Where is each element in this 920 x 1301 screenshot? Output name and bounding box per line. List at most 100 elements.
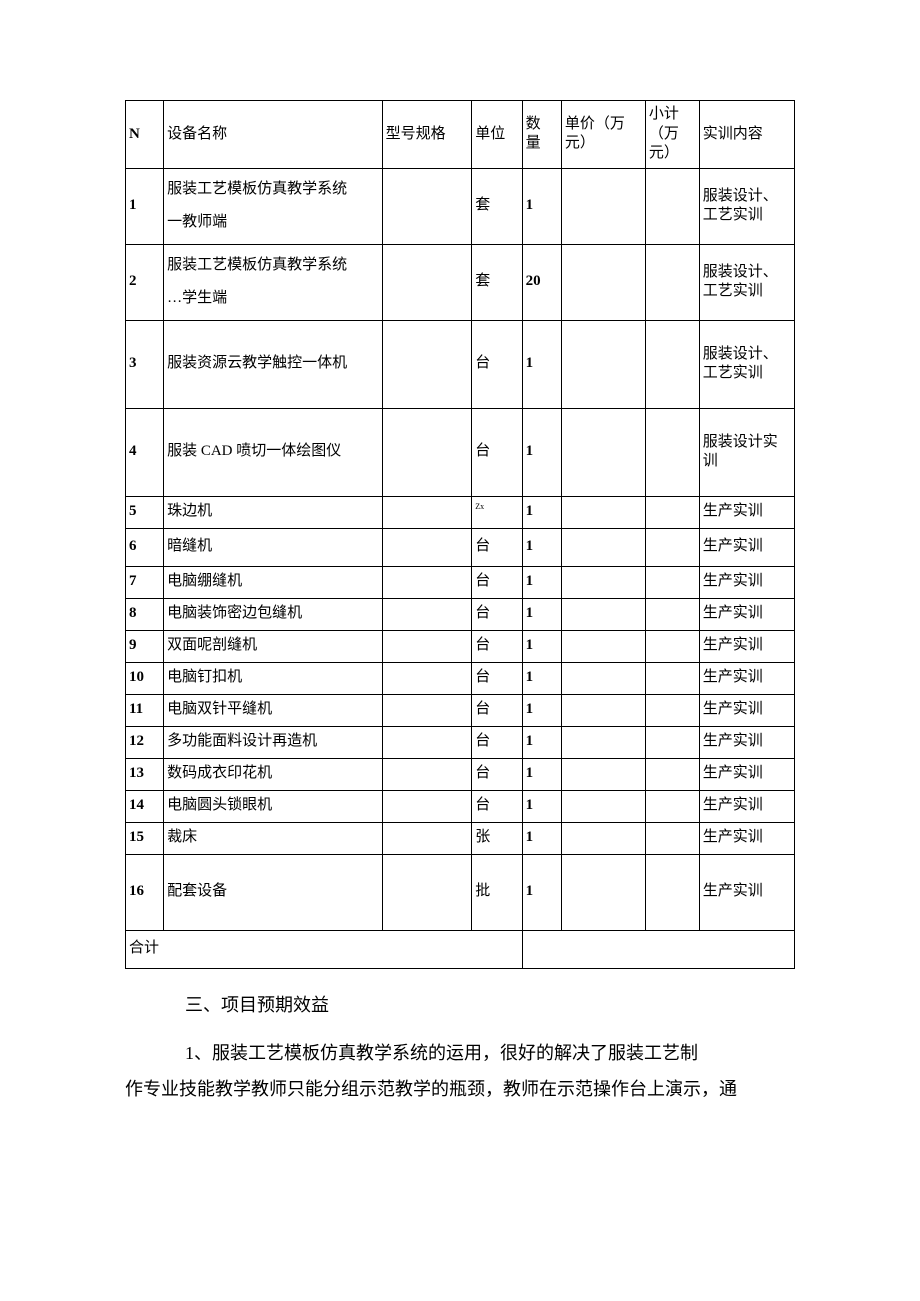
cell-content: 生产实训 [699, 662, 794, 694]
cell-name: 配套设备 [164, 854, 383, 930]
table-row: 8电脑装饰密边包缝机台1生产实训 [126, 598, 795, 630]
cell-n: 9 [126, 630, 164, 662]
cell-unit: 台 [472, 598, 522, 630]
cell-n: 1 [126, 168, 164, 244]
cell-model [382, 168, 472, 244]
cell-content: 生产实训 [699, 496, 794, 528]
cell-model [382, 662, 472, 694]
cell-unit: 台 [472, 694, 522, 726]
table-row: 1服装工艺模板仿真教学系统一教师端套1服装设计、工艺实训 [126, 168, 795, 244]
cell-name: 珠边机 [164, 496, 383, 528]
summary-value [522, 930, 794, 968]
cell-name: 多功能面料设计再造机 [164, 726, 383, 758]
cell-model [382, 822, 472, 854]
cell-name: 数码成衣印花机 [164, 758, 383, 790]
equipment-table: N 设备名称 型号规格 单位 数 量 单价（万元） 小计（万元） 实训内容 1服… [125, 100, 795, 969]
table-row: 2服装工艺模板仿真教学系统…学生端 套20 服装设计、工艺实训 [126, 244, 795, 320]
cell-price [561, 598, 645, 630]
cell-price [561, 662, 645, 694]
cell-unit: 台 [472, 790, 522, 822]
header-qty: 数 量 [522, 101, 561, 169]
cell-n: 2 [126, 244, 164, 320]
cell-subtotal [645, 408, 699, 496]
table-row: 6暗缝机台1生产实训 [126, 528, 795, 566]
cell-name: 暗缝机 [164, 528, 383, 566]
cell-model [382, 726, 472, 758]
table-row: 11电脑双针平缝机台1生产实训 [126, 694, 795, 726]
cell-name: 双面呢剖缝机 [164, 630, 383, 662]
table-row: 16配套设备批1生产实训 [126, 854, 795, 930]
cell-unit: 台 [472, 662, 522, 694]
table-row: 5珠边机Zx1生产实训 [126, 496, 795, 528]
cell-unit: 台 [472, 408, 522, 496]
cell-subtotal [645, 758, 699, 790]
cell-content: 服装设计实训 [699, 408, 794, 496]
paragraph-line-1: 1、服装工艺模板仿真教学系统的运用，很好的解决了服装工艺制 [185, 1035, 795, 1071]
cell-subtotal [645, 168, 699, 244]
paragraph-line-2: 作专业技能教学教师只能分组示范教学的瓶颈，教师在示范操作台上演示，通 [125, 1071, 795, 1107]
cell-model [382, 598, 472, 630]
table-row: 10电脑钉扣机 台1 生产实训 [126, 662, 795, 694]
cell-name: 电脑圆头锁眼机 [164, 790, 383, 822]
cell-content: 生产实训 [699, 566, 794, 598]
cell-unit: 套 [472, 244, 522, 320]
cell-name: 电脑绷缝机 [164, 566, 383, 598]
cell-qty: 1 [522, 408, 561, 496]
cell-model [382, 320, 472, 408]
cell-content: 生产实训 [699, 790, 794, 822]
cell-unit: 台 [472, 320, 522, 408]
cell-unit: 台 [472, 630, 522, 662]
cell-unit: 套 [472, 168, 522, 244]
cell-n: 4 [126, 408, 164, 496]
cell-content: 生产实训 [699, 854, 794, 930]
cell-qty: 1 [522, 168, 561, 244]
cell-qty: 1 [522, 662, 561, 694]
table-row: 15裁床张1生产实训 [126, 822, 795, 854]
cell-model [382, 854, 472, 930]
cell-subtotal [645, 496, 699, 528]
cell-subtotal [645, 726, 699, 758]
cell-content: 生产实训 [699, 694, 794, 726]
cell-n: 6 [126, 528, 164, 566]
cell-qty: 20 [522, 244, 561, 320]
cell-price [561, 694, 645, 726]
cell-name: 电脑钉扣机 [164, 662, 383, 694]
cell-unit: 张 [472, 822, 522, 854]
cell-name: 服装资源云教学触控一体机 [164, 320, 383, 408]
cell-price [561, 566, 645, 598]
summary-label: 合计 [126, 930, 523, 968]
table-summary-row: 合计 [126, 930, 795, 968]
cell-content: 服装设计、工艺实训 [699, 320, 794, 408]
cell-n: 3 [126, 320, 164, 408]
cell-qty: 1 [522, 822, 561, 854]
cell-subtotal [645, 320, 699, 408]
cell-n: 5 [126, 496, 164, 528]
cell-price [561, 630, 645, 662]
cell-content: 生产实训 [699, 822, 794, 854]
header-n: N [126, 101, 164, 169]
cell-name: 电脑双针平缝机 [164, 694, 383, 726]
cell-content: 生产实训 [699, 528, 794, 566]
cell-name: 服装 CAD 喷切一体绘图仪 [164, 408, 383, 496]
cell-n: 13 [126, 758, 164, 790]
cell-model [382, 496, 472, 528]
header-model: 型号规格 [382, 101, 472, 169]
cell-n: 11 [126, 694, 164, 726]
header-subtotal: 小计（万元） [645, 101, 699, 169]
cell-price [561, 790, 645, 822]
cell-qty: 1 [522, 630, 561, 662]
cell-name: 服装工艺模板仿真教学系统…学生端 [164, 244, 383, 320]
cell-price [561, 408, 645, 496]
cell-content: 服装设计、工艺实训 [699, 244, 794, 320]
cell-price [561, 320, 645, 408]
cell-content: 生产实训 [699, 598, 794, 630]
cell-qty: 1 [522, 320, 561, 408]
cell-unit: 台 [472, 758, 522, 790]
cell-n: 10 [126, 662, 164, 694]
cell-unit: 台 [472, 566, 522, 598]
cell-qty: 1 [522, 790, 561, 822]
cell-price [561, 244, 645, 320]
cell-subtotal [645, 694, 699, 726]
header-content: 实训内容 [699, 101, 794, 169]
cell-n: 12 [126, 726, 164, 758]
